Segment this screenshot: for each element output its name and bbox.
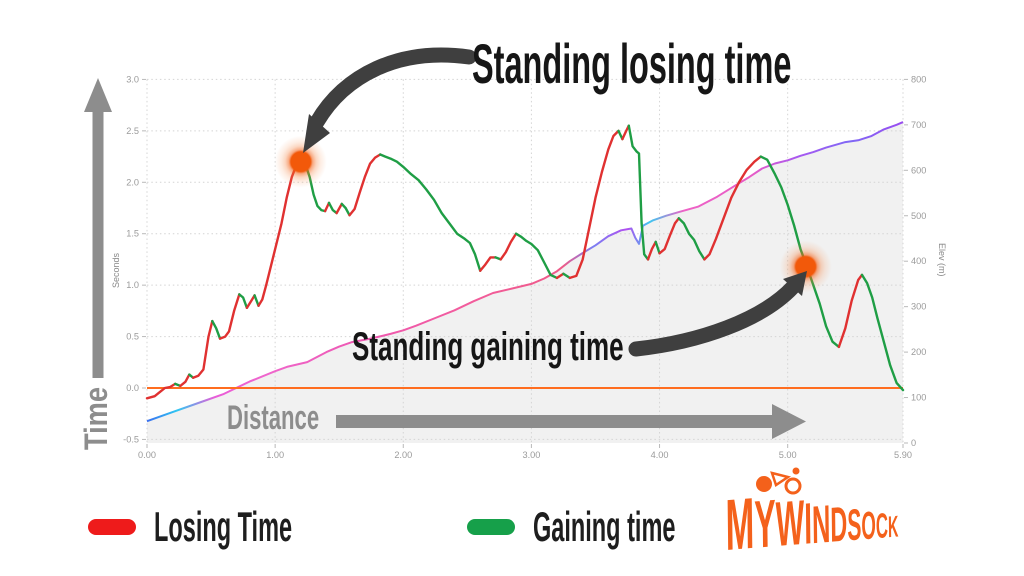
time-delta-line xyxy=(145,124,905,400)
svg-text:5.90: 5.90 xyxy=(894,450,912,460)
logo-letter: S xyxy=(847,500,862,551)
axis-tick-labels: 3.0 2.5 2.0 1.5 1.0 0.5 0.0 -0.5 800 700 600 500 400… xyxy=(123,74,926,460)
annotation-standing-gaining-time: Standing gaining time xyxy=(352,327,770,367)
gaining-time-swatch xyxy=(466,519,515,535)
logo-letter: Y xyxy=(753,485,777,563)
svg-text:0.5: 0.5 xyxy=(126,332,139,342)
legend-item-losing: Losing Time xyxy=(88,506,401,548)
losing-annotation-arrow xyxy=(303,47,477,153)
annotation-standing-losing-time: Standing losing time xyxy=(472,36,1023,92)
legend-label-gaining: Gaining time xyxy=(533,506,787,548)
svg-text:3.00: 3.00 xyxy=(522,450,540,460)
legend-gaining-text: Gaining time xyxy=(532,503,676,550)
annotation-gaining-text: Standing gaining time xyxy=(352,325,624,369)
annotation-losing-text: Standing losing time xyxy=(472,32,792,95)
svg-text:1.0: 1.0 xyxy=(126,280,139,290)
svg-text:2.0: 2.0 xyxy=(126,177,139,187)
time-axis-arrow xyxy=(84,78,112,378)
svg-text:800: 800 xyxy=(911,74,926,84)
svg-text:2.00: 2.00 xyxy=(394,450,412,460)
svg-text:300: 300 xyxy=(911,302,926,312)
elevation-area-fill xyxy=(147,122,903,443)
svg-text:100: 100 xyxy=(911,393,926,403)
svg-text:600: 600 xyxy=(911,165,926,175)
logo-letter: C xyxy=(875,506,889,547)
logo-letter: M xyxy=(725,483,755,567)
svg-text:4.00: 4.00 xyxy=(651,450,669,460)
svg-text:200: 200 xyxy=(911,347,926,357)
svg-text:1.5: 1.5 xyxy=(126,229,139,239)
distance-axis-label: Distance xyxy=(227,401,369,435)
legend-label-losing: Losing Time xyxy=(154,506,401,548)
logo-letter: W xyxy=(775,487,805,561)
cyclist-icon xyxy=(752,466,808,501)
standing-losing-point xyxy=(274,135,327,188)
seconds-axis-title: Seconds xyxy=(111,252,121,288)
svg-text:0.0: 0.0 xyxy=(126,383,139,393)
svg-text:-0.5: -0.5 xyxy=(123,434,139,444)
elevation-axis-title: Elev (m) xyxy=(937,243,947,277)
logo-letter: D xyxy=(830,497,848,553)
logo-letter: N xyxy=(811,494,831,556)
svg-text:700: 700 xyxy=(911,120,926,130)
svg-text:2.5: 2.5 xyxy=(126,126,139,136)
legend: Losing Time Gaining time xyxy=(88,506,787,548)
losing-time-swatch xyxy=(88,519,136,535)
logo-letter: O xyxy=(861,504,877,549)
svg-text:5.00: 5.00 xyxy=(779,450,797,460)
time-axis-label-text: Time xyxy=(78,387,114,450)
time-axis-label: Time xyxy=(78,376,114,450)
gaining-annotation-arrow xyxy=(628,271,807,357)
logo-letter: K xyxy=(887,510,899,545)
elevation-line xyxy=(146,121,904,423)
svg-text:1.00: 1.00 xyxy=(266,450,284,460)
legend-item-gaining: Gaining time xyxy=(466,506,787,548)
distance-axis-arrow xyxy=(336,404,806,439)
svg-text:3.0: 3.0 xyxy=(126,74,139,84)
svg-text:0.00: 0.00 xyxy=(138,450,156,460)
svg-text:0: 0 xyxy=(911,438,916,448)
svg-text:500: 500 xyxy=(911,211,926,221)
svg-text:400: 400 xyxy=(911,256,926,266)
legend-losing-text: Losing Time xyxy=(154,503,293,550)
distance-axis-label-text: Distance xyxy=(227,399,320,437)
